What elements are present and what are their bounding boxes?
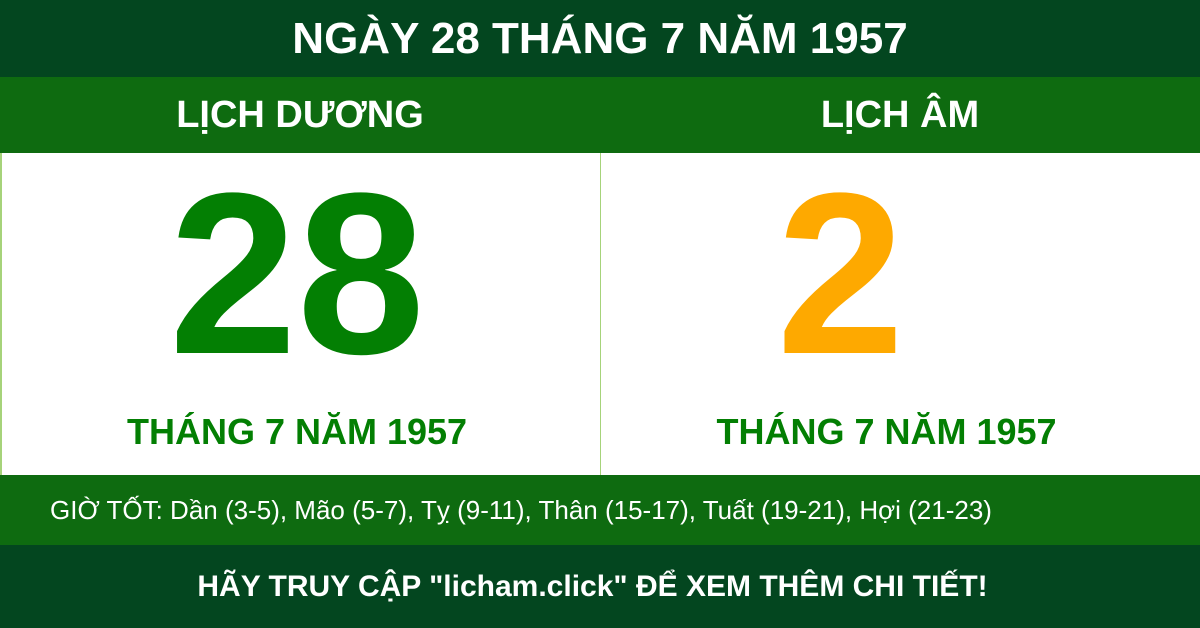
good-hours: GIỜ TỐT: Dần (3-5), Mão (5-7), Tỵ (9-11)… <box>0 475 1200 545</box>
solar-month-year: THÁNG 7 NĂM 1957 <box>126 411 468 452</box>
calendar-body: 28 THÁNG 7 NĂM 1957 2 THÁNG 7 NĂM 1957 <box>0 145 1200 475</box>
footer-cta: HÃY TRUY CẬP "licham.click" ĐỂ XEM THÊM … <box>0 545 1200 628</box>
solar-panel: 28 THÁNG 7 NĂM 1957 <box>2 145 601 475</box>
solar-calendar-label: LỊCH DƯƠNG <box>176 94 424 136</box>
lunar-panel: 2 THÁNG 7 NĂM 1957 <box>601 145 1200 475</box>
calendar-headers: LỊCH DƯƠNG LỊCH ÂM <box>0 77 1200 153</box>
page-title: NGÀY 28 THÁNG 7 NĂM 1957 <box>0 0 1200 77</box>
lunar-calendar-label: LỊCH ÂM <box>820 94 980 136</box>
lunar-day: 2 <box>776 145 905 402</box>
solar-day: 28 <box>169 145 425 402</box>
lunar-month-year: THÁNG 7 NĂM 1957 <box>716 411 1057 452</box>
